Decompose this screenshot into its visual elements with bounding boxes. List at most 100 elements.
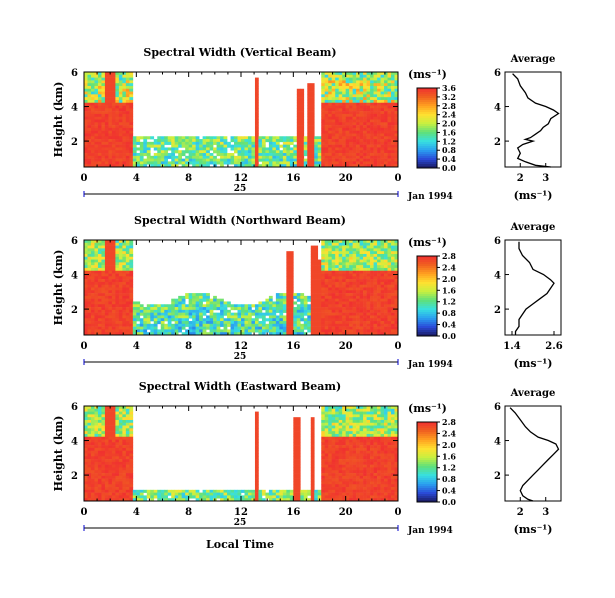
heatmap-cell [342,323,346,327]
heatmap-cell [118,321,123,325]
heatmap-cell [223,323,228,327]
heatmap-cell [230,489,235,493]
heatmap-cell [234,158,238,162]
heatmap-cell [254,144,259,148]
heatmap-cell [310,312,315,316]
heatmap-cell [345,329,350,333]
heatmap-cell [328,304,333,308]
heatmap-cell [352,256,357,260]
heatmap-cell [223,155,228,159]
heatmap-cell [394,323,399,327]
colorbar-swatch [417,310,437,313]
heatmap-cell [366,164,371,168]
heatmap-cell [118,80,123,84]
heatmap-cell [258,326,263,330]
heatmap-cell [94,133,99,137]
heatmap-cell [373,97,378,101]
heatmap-cell [118,295,123,299]
heatmap-cell [97,301,102,305]
heatmap-cell [307,144,312,148]
heatmap-cell [143,144,148,148]
heatmap-cell [321,422,326,426]
heatmap-cell [328,119,333,123]
heatmap-cell [108,105,113,109]
heatmap-cell [331,284,336,288]
heatmap-cell [268,161,273,165]
heatmap-cell [87,108,92,112]
heatmap-cell [87,94,92,98]
heatmap-cell [377,150,381,154]
heatmap-cell [352,164,357,168]
heatmap-cell [324,113,329,117]
heatmap-cell [174,150,179,154]
heatmap-cell [296,298,301,302]
heatmap-cell [164,153,169,157]
heatmap-cell [108,450,113,454]
heatmap-cell [150,318,155,322]
heatmap-cell [192,298,196,302]
heatmap-cell [328,428,333,432]
heatmap-cell [241,329,245,333]
heatmap-cell [345,309,350,313]
heatmap-cell [101,453,106,457]
heatmap-cell [118,417,123,421]
heatmap-cell [314,321,319,325]
heatmap-cell [373,242,378,246]
heatmap-cell [90,459,95,463]
heatmap-cell [254,498,259,502]
heatmap-cell [125,464,130,468]
heatmap-cell [342,273,346,277]
heatmap-cell [90,414,95,418]
heatmap-cell [115,158,120,162]
heatmap-cell [132,312,137,316]
heatmap-cell [185,139,189,143]
heatmap-cell [227,498,231,502]
heatmap-cell [101,99,106,104]
heatmap-cell [118,105,123,109]
heatmap-cell [129,470,134,474]
heatmap-cell [251,161,256,165]
heatmap-cell [321,467,326,471]
heatmap-cell [216,301,221,305]
heatmap-cell [136,329,141,333]
heatmap-cell [108,245,113,249]
heatmap-cell [303,301,308,305]
heatmap-cell [247,329,252,333]
heatmap-cell [84,287,88,291]
heatmap-cell [143,147,148,151]
heatmap-cell [338,273,343,277]
heatmap-cell [321,287,326,291]
heatmap-cell [349,122,353,126]
heatmap-cell [167,307,172,311]
heatmap-cell [97,111,102,115]
heatmap-cell [366,301,371,305]
heatmap-cell [293,321,298,325]
heatmap-cell [352,150,357,154]
heatmap-cell [359,108,364,112]
heatmap-cell [104,111,109,115]
heatmap-cell [345,144,350,148]
heatmap-cell [118,256,123,260]
heatmap-cell [335,284,339,288]
heatmap-cell [143,161,148,165]
heatmap-cell [282,495,287,499]
heatmap-cell [377,83,381,87]
heatmap-cell [188,307,193,311]
heatmap-cell [328,332,333,336]
heatmap-cell [391,309,395,313]
heatmap-cell [324,245,329,249]
heatmap-cell [216,136,221,140]
heatmap-cell [342,122,346,126]
heatmap-cell [164,332,169,336]
heatmap-cell [111,321,116,325]
heatmap-cell [97,323,102,327]
heatmap-cell [111,478,116,482]
heatmap-cell [153,153,158,157]
heatmap-cell [87,467,92,471]
panel-title: Spectral Width (Eastward Beam) [139,380,341,393]
heatmap-cell [122,83,127,87]
heatmap-cell [331,102,336,106]
heatmap-cell [108,464,113,468]
heatmap-cell [335,298,339,302]
heatmap-cell [153,315,158,319]
